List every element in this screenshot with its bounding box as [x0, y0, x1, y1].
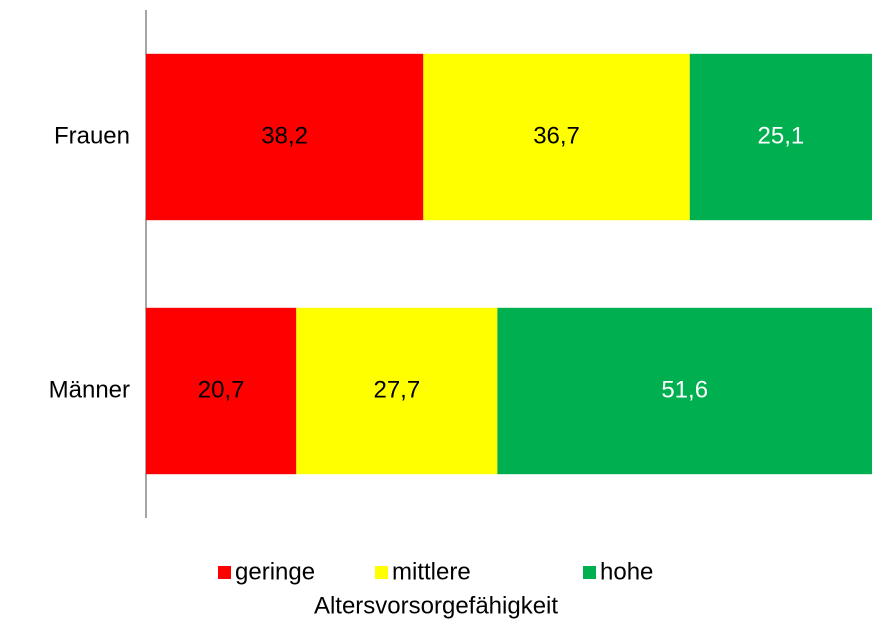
legend-swatch [375, 566, 388, 579]
bar-segment [423, 53, 690, 221]
bar-segment [146, 53, 424, 221]
bar-segment [689, 53, 872, 221]
legend-swatch [583, 566, 596, 579]
bar-segment [296, 307, 498, 475]
bar-segment [497, 307, 872, 475]
data-label: 38,2 [261, 122, 308, 149]
data-label: 25,1 [758, 122, 805, 149]
legend-label: mittlere [392, 558, 471, 585]
legend-label: geringe [235, 558, 315, 585]
data-label: 27,7 [373, 376, 420, 403]
legend-swatch [218, 566, 231, 579]
data-label: 20,7 [198, 376, 245, 403]
legend-title: Altersvorsorgefähigkeit [314, 592, 558, 619]
legend-label: hohe [600, 558, 653, 585]
data-label: 51,6 [661, 376, 708, 403]
data-label: 36,7 [533, 122, 580, 149]
bar-segment [146, 307, 297, 475]
category-label: Frauen [54, 122, 130, 149]
category-label: Männer [49, 376, 130, 403]
